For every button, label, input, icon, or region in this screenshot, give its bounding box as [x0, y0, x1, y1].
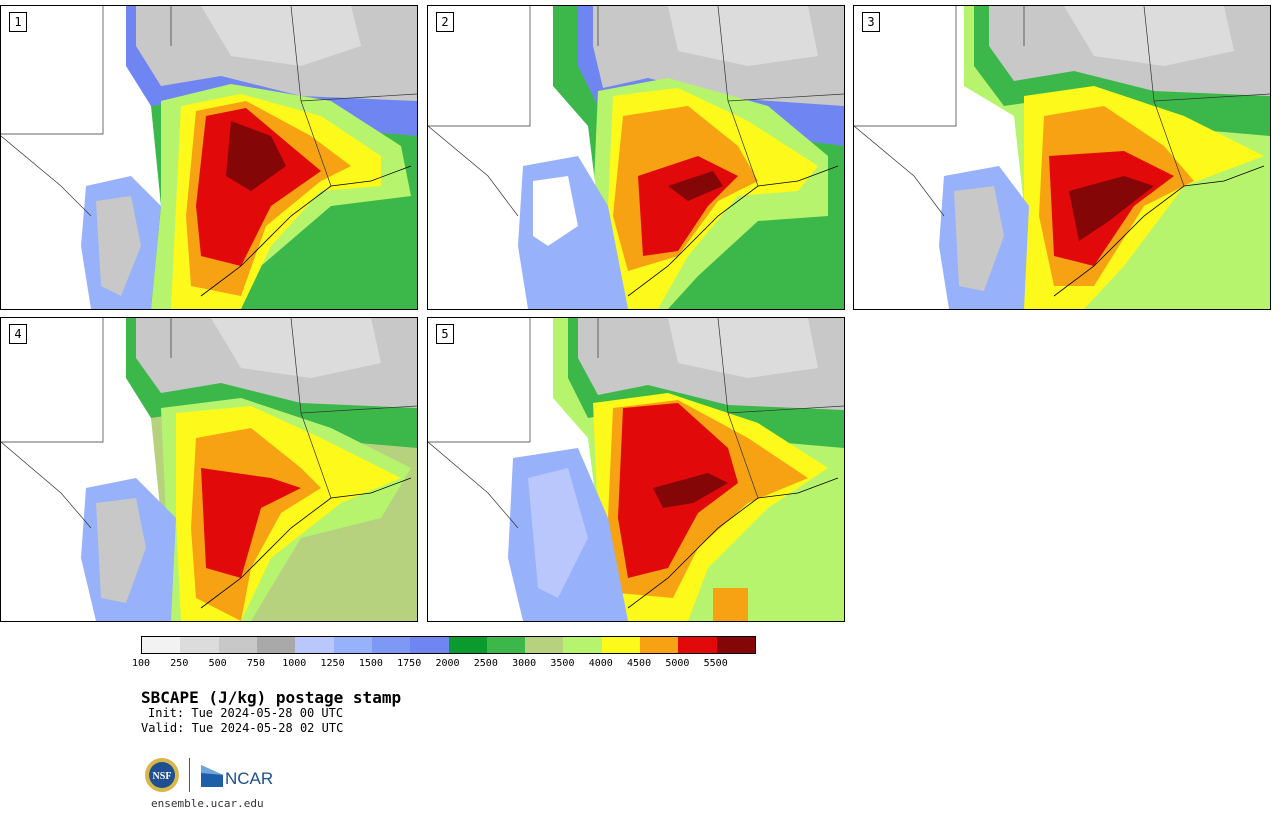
legend-tick-label: 2500 [473, 658, 498, 669]
legend-swatch [640, 637, 679, 653]
legend-swatch [678, 637, 717, 653]
legend-tick-label: 500 [208, 658, 227, 669]
legend-tick-label: 250 [170, 658, 189, 669]
legend-swatch [448, 637, 487, 653]
legend-swatch [563, 637, 602, 653]
legend-swatch [256, 637, 296, 653]
legend-tick-label: 4500 [627, 658, 652, 669]
panel-number-label: 1 [9, 12, 27, 32]
site-url: ensemble.ucar.edu [151, 797, 264, 810]
legend-tick-label: 5000 [665, 658, 690, 669]
legend-swatch [142, 637, 181, 653]
sbcape-map-5 [428, 318, 844, 621]
legend-swatch [333, 637, 372, 653]
legend-tick-label: 3500 [550, 658, 575, 669]
panel-number-label: 2 [436, 12, 454, 32]
sbcape-map-3 [854, 6, 1270, 309]
color-legend: 100 250 500 750 1000 1250 1500 1750 2000 2500 3000… [132, 636, 791, 674]
legend-swatch [601, 637, 641, 653]
ncar-logo-text: NCAR [225, 769, 273, 788]
map-panel-5: 5 [427, 317, 845, 622]
legend-tick-label: 750 [246, 658, 265, 669]
legend-tick-label: 5500 [703, 658, 728, 669]
legend-color-bar [141, 636, 756, 654]
legend-swatch [180, 637, 219, 653]
map-panel-3: 3 [853, 5, 1271, 310]
legend-tick-label: 2000 [435, 658, 460, 669]
legend-swatch [371, 637, 411, 653]
map-panel-1: 1 [0, 5, 418, 310]
chart-title: SBCAPE (J/kg) postage stamp [141, 688, 402, 707]
legend-tick-label: 1250 [320, 658, 345, 669]
panel-number-label: 3 [862, 12, 880, 32]
legend-tick-label: 4000 [588, 658, 613, 669]
ncar-logo-icon: NCAR [201, 765, 273, 788]
sbcape-map-1 [1, 6, 417, 309]
legend-tick-label: 1750 [397, 658, 422, 669]
legend-tick-label: 1500 [358, 658, 383, 669]
nsf-logo-text: NSF [153, 771, 172, 782]
map-panel-2: 2 [427, 5, 845, 310]
valid-time: Valid: Tue 2024-05-28 02 UTC [141, 721, 344, 735]
panel-number-label: 4 [9, 324, 27, 344]
legend-swatch [218, 637, 257, 653]
nsf-logo-icon: NSF [145, 758, 179, 792]
legend-tick-label: 1000 [282, 658, 307, 669]
map-panel-4: 4 [0, 317, 418, 622]
logo-divider [189, 758, 190, 792]
legend-tick-label: 3000 [512, 658, 537, 669]
legend-tick-labels: 100 250 500 750 1000 1250 1500 1750 2000 2500 3000… [132, 658, 791, 674]
legend-swatch [716, 637, 755, 653]
sbcape-map-4 [1, 318, 417, 621]
logos: NSF NCAR [144, 757, 274, 793]
panel-number-label: 5 [436, 324, 454, 344]
legend-tick-label: 100 [131, 658, 151, 669]
legend-swatch [525, 637, 564, 653]
legend-swatch [410, 637, 449, 653]
legend-swatch [295, 637, 334, 653]
legend-swatch [486, 637, 526, 653]
sbcape-map-2 [428, 6, 844, 309]
init-time: Init: Tue 2024-05-28 00 UTC [148, 706, 344, 720]
